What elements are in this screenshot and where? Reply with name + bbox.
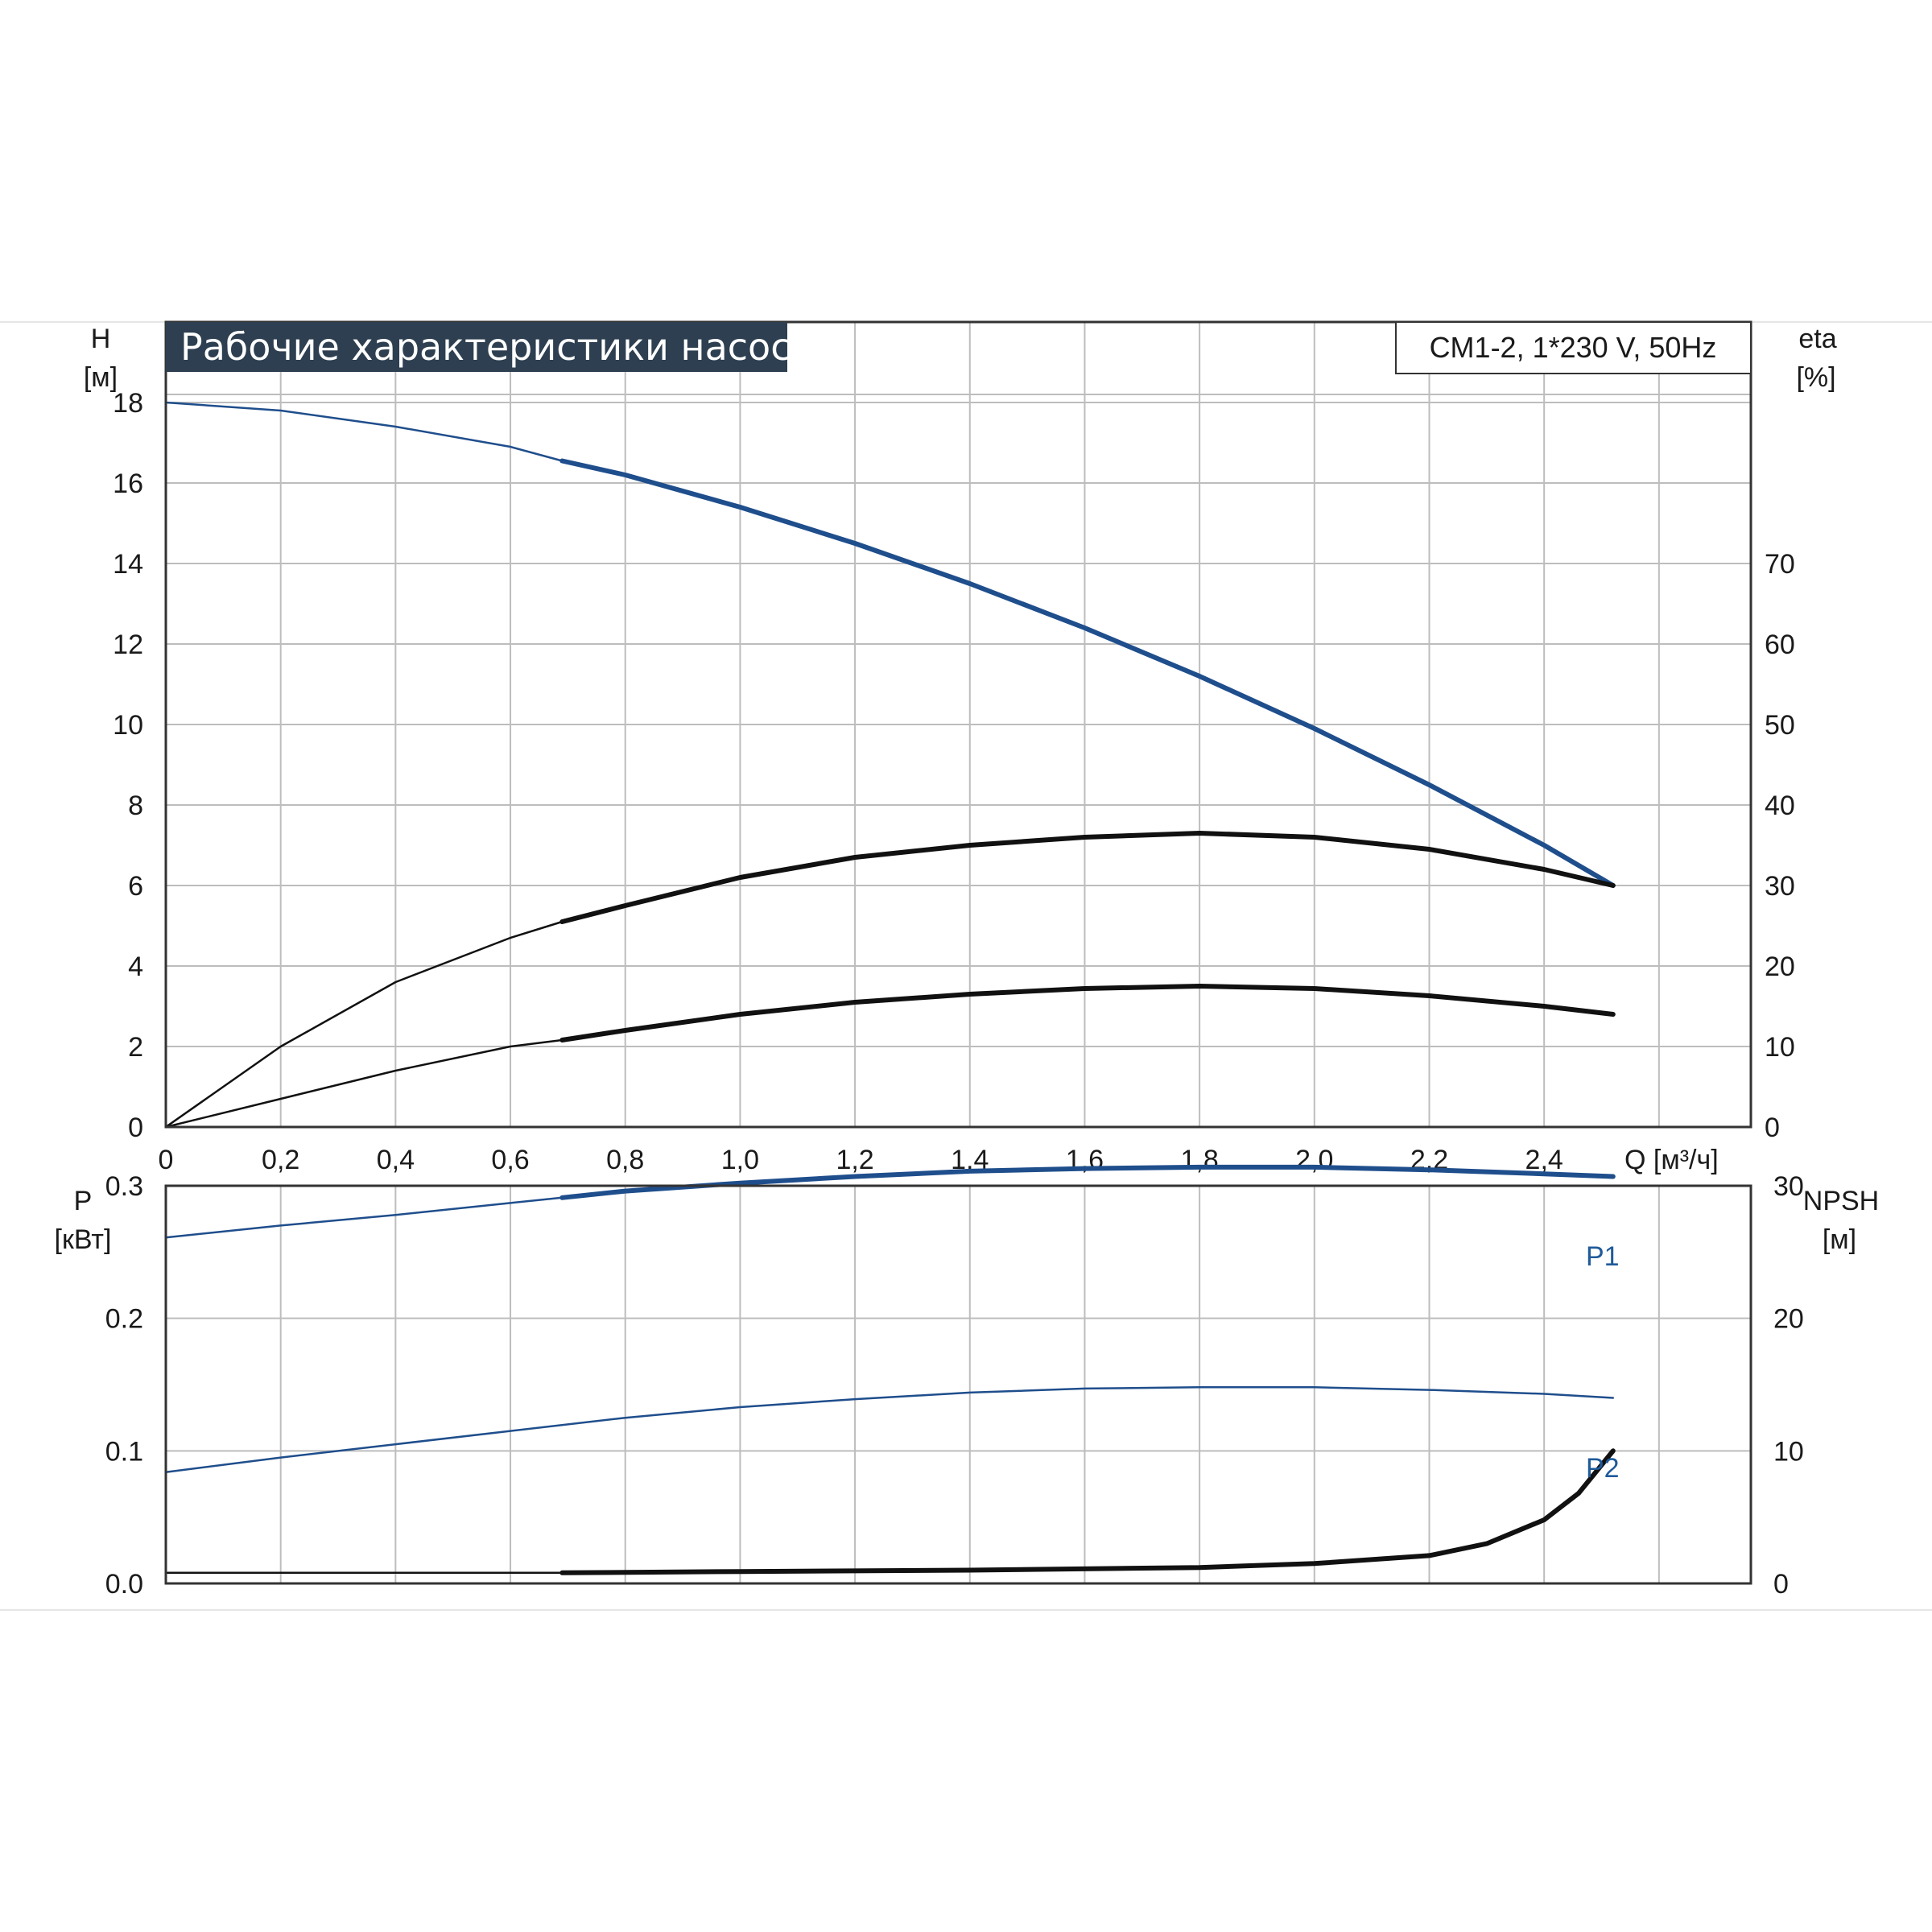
head-tick-label: 0 — [128, 1113, 143, 1143]
head-tick-label: 6 — [128, 871, 143, 902]
efficiency-tick-label: 50 — [1765, 710, 1795, 741]
power-axis-symbol: P — [74, 1186, 93, 1216]
npsh-tick-label: 30 — [1773, 1171, 1804, 1202]
head-axis-symbol: H — [91, 324, 111, 354]
efficiency-tick-label: 60 — [1765, 630, 1795, 660]
flow-tick-label: 1,8 — [1180, 1145, 1218, 1175]
efficiency-tick-label: 40 — [1765, 791, 1795, 821]
head-tick-label: 12 — [113, 630, 143, 660]
power-tick-label: 0.1 — [105, 1436, 143, 1467]
upper-plot-frame — [164, 320, 1752, 1129]
efficiency-axis-unit: [%] — [1796, 362, 1835, 393]
flow-tick-label: 0,6 — [491, 1145, 529, 1175]
power-tick-label: 0.0 — [105, 1569, 143, 1600]
efficiency-axis-symbol: eta — [1798, 324, 1836, 354]
lower-plot-frame — [164, 1184, 1752, 1585]
curve-lower-1 — [164, 1386, 1615, 1473]
lower-curves — [164, 1164, 1616, 1575]
flow-tick-label: 2,0 — [1295, 1145, 1333, 1175]
flow-tick-label: 1,0 — [721, 1145, 759, 1175]
curve-upper-1 — [164, 832, 1615, 1129]
efficiency-tick-label: 30 — [1765, 871, 1795, 902]
model-label: CM1-2, 1*230 V, 50Hz — [1430, 331, 1717, 364]
upper-curves — [164, 401, 1616, 1129]
curve-lower-2 — [164, 1450, 1615, 1575]
npsh-tick-label: 20 — [1773, 1304, 1804, 1335]
npsh-tick-label: 10 — [1773, 1436, 1804, 1467]
curve-upper-2 — [164, 985, 1615, 1129]
curve-lower-0 — [164, 1166, 1615, 1239]
head-tick-label: 4 — [128, 952, 143, 982]
flow-tick-label: 2,4 — [1525, 1145, 1563, 1175]
flow-tick-label: 0,2 — [262, 1145, 299, 1175]
efficiency-tick-label: 10 — [1765, 1032, 1795, 1063]
upper-ticks: 0 2 4 6 8 10 12 14 16 18 0 10 20 30 40 50 60 70 0 0,2 0,4 0,6… — [113, 388, 1795, 1175]
p2-curve-label: P2 — [1586, 1453, 1620, 1484]
lower-ticks: 0.0 0.1 0.2 0.3 0 10 20 30 — [105, 1171, 1804, 1600]
upper-grid — [166, 322, 1751, 1127]
power-tick-label: 0.3 — [105, 1171, 143, 1202]
power-tick-label: 0.2 — [105, 1304, 143, 1335]
chart-title-box — [166, 322, 787, 372]
curve-upper-1-operating-range — [559, 831, 1616, 924]
npsh-tick-label: 0 — [1773, 1569, 1789, 1600]
head-tick-label: 8 — [128, 791, 143, 821]
efficiency-tick-label: 70 — [1765, 549, 1795, 580]
head-tick-label: 16 — [113, 469, 143, 499]
upper-panel: 0 2 4 6 8 10 12 14 16 18 0 10 20 30 40 50 60 70 0 0,2 0,4 0,6… — [84, 320, 1837, 1175]
flow-tick-label: 1,2 — [836, 1145, 873, 1175]
head-tick-label: 2 — [128, 1032, 143, 1063]
head-tick-label: 18 — [113, 388, 143, 419]
flow-tick-label: 0,8 — [606, 1145, 644, 1175]
flow-axis-label: Q [м³/ч] — [1624, 1145, 1719, 1175]
flow-tick-label: 0 — [159, 1145, 174, 1175]
head-tick-label: 10 — [113, 710, 143, 741]
head-axis-unit: [м] — [84, 362, 118, 393]
npsh-axis-symbol: NPSH — [1803, 1186, 1879, 1216]
curve-lower-2-operating-range — [559, 1448, 1616, 1575]
npsh-axis-unit: [м] — [1823, 1224, 1856, 1255]
head-tick-label: 14 — [113, 549, 143, 580]
flow-tick-label: 0,4 — [377, 1145, 415, 1175]
curve-upper-0-operating-range — [559, 458, 1616, 888]
power-axis-unit: [кВт] — [55, 1224, 112, 1255]
efficiency-tick-label: 20 — [1765, 952, 1795, 982]
chart-title: Рабочие характеристики насоса — [180, 325, 814, 369]
model-box — [1395, 321, 1752, 374]
p1-curve-label: P1 — [1586, 1241, 1620, 1272]
curve-upper-2-operating-range — [559, 984, 1616, 1042]
lower-grid — [166, 1186, 1751, 1583]
efficiency-tick-label: 0 — [1765, 1113, 1780, 1143]
